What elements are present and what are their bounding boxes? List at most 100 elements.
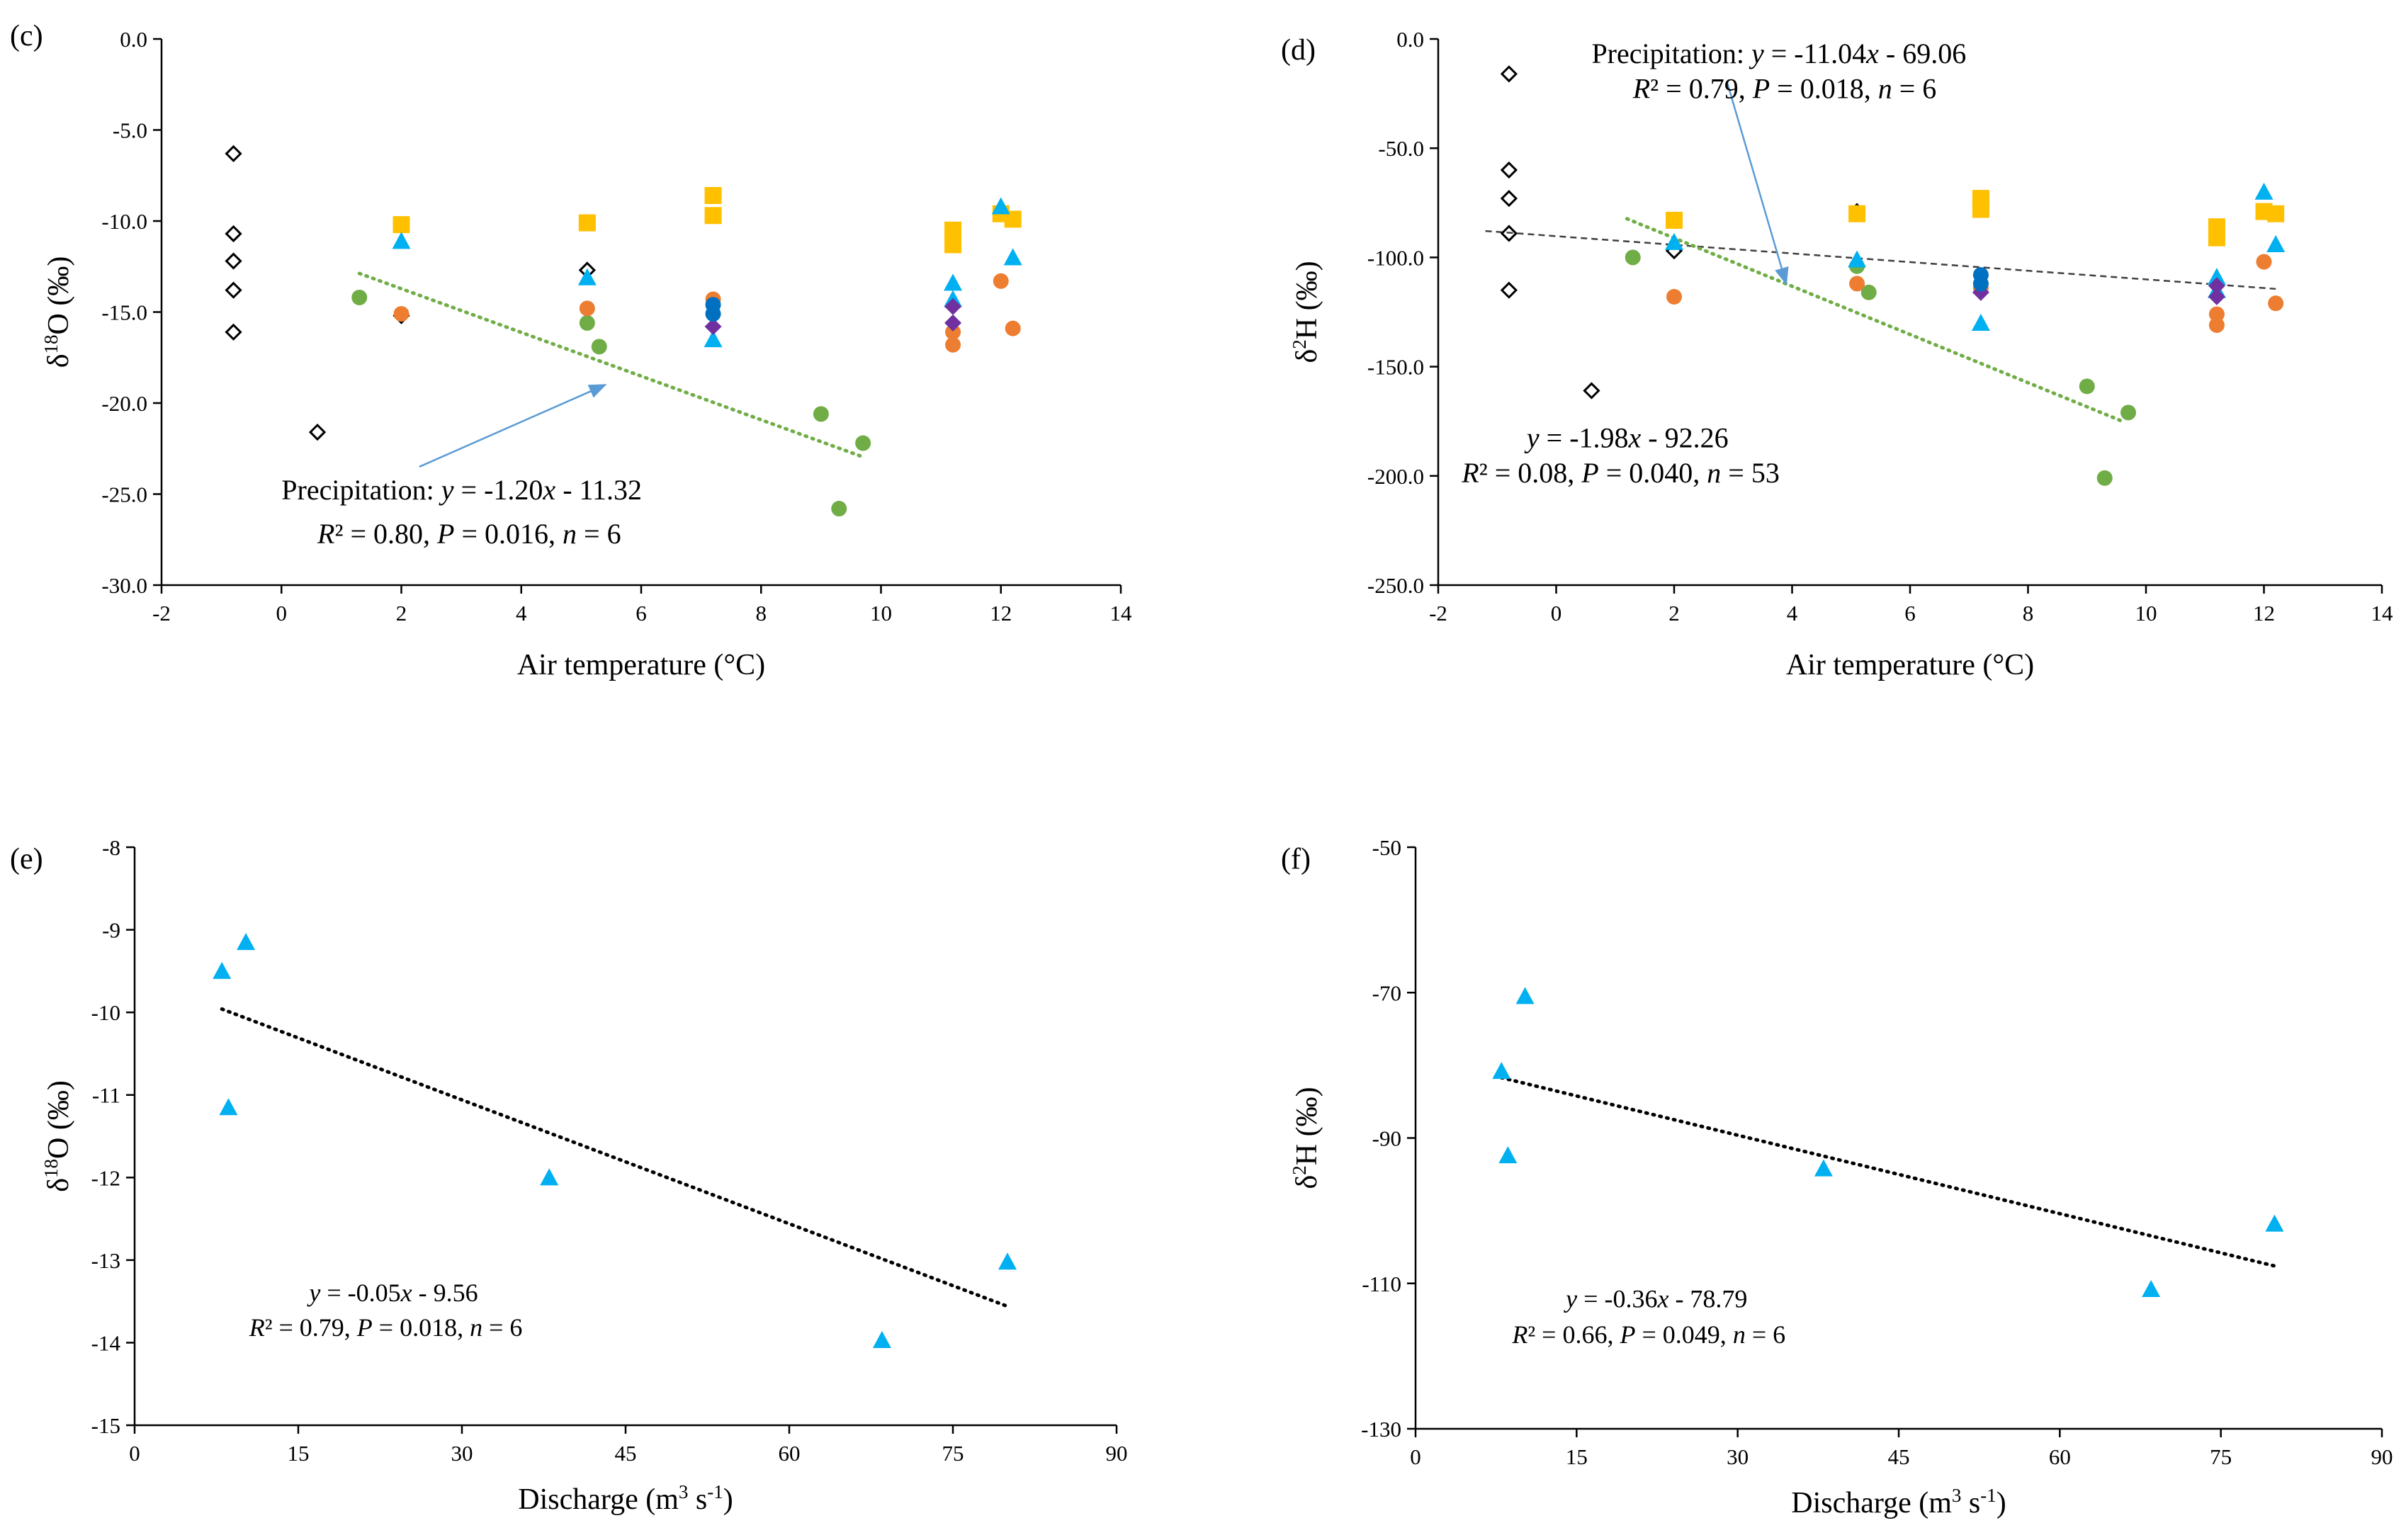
y-axis-label-delta: δ: [43, 1178, 75, 1192]
annotation-segment: = 6: [1746, 1320, 1785, 1349]
annotation-segment: y: [439, 474, 454, 506]
x-axis-label-part: Discharge (m: [1791, 1487, 1952, 1519]
x-axis-label-part: 3: [679, 1481, 689, 1502]
precipitation-point: [855, 435, 871, 451]
open-diamond-point: [225, 323, 242, 341]
precipitation-point: [2079, 378, 2095, 395]
x-tick-label: 4: [1787, 601, 1798, 625]
regression-annotation: R² = 0.80, P = 0.016, n = 6: [317, 518, 621, 550]
square-point: [2267, 205, 2285, 222]
open-diamond-point: [1500, 65, 1518, 83]
precipitation-point: [831, 501, 847, 517]
y-tick-label: -15.0: [101, 300, 147, 325]
annotation-segment: = 6: [482, 1313, 522, 1342]
discharge-point: [2265, 1214, 2284, 1232]
x-tick-label: 6: [636, 601, 647, 625]
x-axis-label: Discharge (m3 s-1): [1791, 1485, 2006, 1519]
y-axis-label-delta: δ: [1291, 349, 1323, 363]
y-axis-label: δ2H (‰): [1289, 1087, 1323, 1189]
annotation-segment: = -0.36: [1577, 1285, 1657, 1313]
open-diamond-point: [1583, 382, 1600, 400]
annotation-segment: = -1.20: [454, 474, 543, 506]
y-tick-label: -5.0: [113, 118, 147, 143]
annotation-segment: R: [1511, 1320, 1527, 1349]
x-tick-label: 10: [2135, 601, 2157, 625]
triangle-point: [991, 197, 1010, 215]
y-axis-label-sup: 18: [40, 335, 62, 354]
y-tick-label: -130: [1361, 1417, 1401, 1442]
y-axis-label-sup: 2: [1289, 339, 1310, 349]
purple-diamond-point: [944, 314, 962, 332]
open-diamond-point: [225, 225, 242, 243]
y-tick-label: -10: [91, 1000, 120, 1025]
y-tick-label: 0.0: [1396, 27, 1424, 52]
triangle-point: [392, 232, 411, 249]
annotation-segment: x: [1865, 38, 1879, 69]
orange-circle-point: [1849, 276, 1865, 292]
regression-annotation: Precipitation: y = -1.20x - 11.32: [281, 474, 642, 506]
x-tick-label: 2: [1668, 601, 1680, 625]
annotation-segment: = -0.05: [320, 1279, 400, 1307]
x-tick-label: 10: [870, 601, 892, 625]
x-tick-label: 14: [1110, 601, 1133, 625]
annotation-segment: = 0.018,: [373, 1313, 470, 1342]
y-tick-label: -11: [92, 1083, 120, 1108]
annotation-arrow: [1726, 82, 1789, 285]
annotation-segment: ² = 0.80,: [334, 518, 437, 550]
annotation-segment: P: [1752, 72, 1770, 104]
y-axis-label-delta: δ: [43, 354, 75, 368]
annotation-segment: x: [1656, 1285, 1668, 1313]
precipitation-point: [1625, 249, 1641, 266]
annotation-segment: = 6: [1892, 72, 1937, 104]
y-tick-label: -150.0: [1367, 355, 1424, 380]
orange-circle-point: [2208, 306, 2225, 322]
y-tick-label: -50: [1372, 835, 1401, 860]
x-axis-label-part: s: [688, 1483, 707, 1516]
annotation-segment: n: [1878, 72, 1892, 104]
annotation-segment: R: [1632, 72, 1650, 104]
x-tick-label: 12: [2253, 601, 2275, 625]
discharge-point: [1814, 1159, 1833, 1177]
open-diamond-point: [308, 423, 327, 441]
x-tick-label: -2: [152, 601, 171, 625]
x-axis-label-part: 3: [1952, 1485, 1962, 1506]
square-point: [2208, 229, 2225, 247]
orange-circle-point: [393, 306, 410, 322]
annotation-segment: n: [563, 518, 577, 550]
discharge-point: [237, 933, 256, 951]
purple-diamond-point: [2208, 277, 2225, 295]
y-tick-label: 0.0: [120, 27, 147, 52]
blue-circle-point: [1972, 276, 1989, 292]
x-tick-label: 60: [779, 1441, 801, 1466]
discharge-point: [998, 1252, 1017, 1270]
y-axis-label-sup: 18: [40, 1159, 62, 1178]
square-point: [944, 236, 962, 254]
triangle-point: [1665, 232, 1683, 250]
annotation-segment: ² = 0.79,: [1650, 72, 1753, 104]
x-tick-label: 0: [1410, 1444, 1421, 1469]
annotation-segment: = 0.016,: [454, 518, 563, 550]
annotation-segment: R: [249, 1313, 265, 1342]
annotation-segment: P: [356, 1313, 373, 1342]
x-tick-label: 14: [2371, 601, 2394, 625]
square-point: [704, 207, 722, 225]
precipitation-point: [1860, 284, 1877, 300]
x-tick-label: 30: [451, 1441, 473, 1466]
precipitation-point: [2120, 404, 2137, 421]
triangle-point: [2254, 182, 2274, 200]
y-axis-label-sup: 2: [1289, 1165, 1310, 1175]
triangle-point: [2266, 234, 2286, 252]
x-tick-label: 30: [1727, 1444, 1749, 1469]
panel-d: (d) -2 0 2 4 6 8 10 12 14 0.0 -50.0 -100.0 -150.0 -200…: [1281, 27, 2393, 681]
discharge-point: [219, 1098, 238, 1116]
annotation-segment: n: [1707, 457, 1721, 489]
orange-circle-point: [579, 300, 595, 317]
y-tick-label: -50.0: [1378, 136, 1424, 161]
x-tick-label: 0: [276, 601, 288, 625]
y-tick-label: -8: [102, 835, 120, 860]
y-axis-label-rest: O (‰): [43, 1080, 75, 1159]
y-tick-label: -250.0: [1367, 573, 1424, 598]
square-point: [1848, 205, 1866, 222]
annotation-segment: y: [1524, 422, 1540, 454]
y-axis-label: δ2H (‰): [1289, 261, 1323, 363]
